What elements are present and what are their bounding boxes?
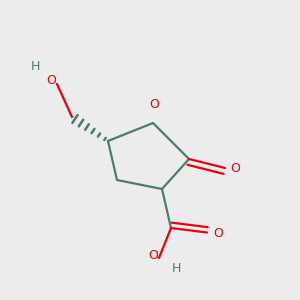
Text: O: O (230, 162, 240, 176)
Text: O: O (150, 98, 159, 111)
Text: H: H (172, 262, 181, 275)
Text: O: O (213, 227, 223, 240)
Text: O: O (46, 74, 56, 87)
Text: H: H (31, 60, 40, 73)
Text: O: O (148, 249, 158, 262)
